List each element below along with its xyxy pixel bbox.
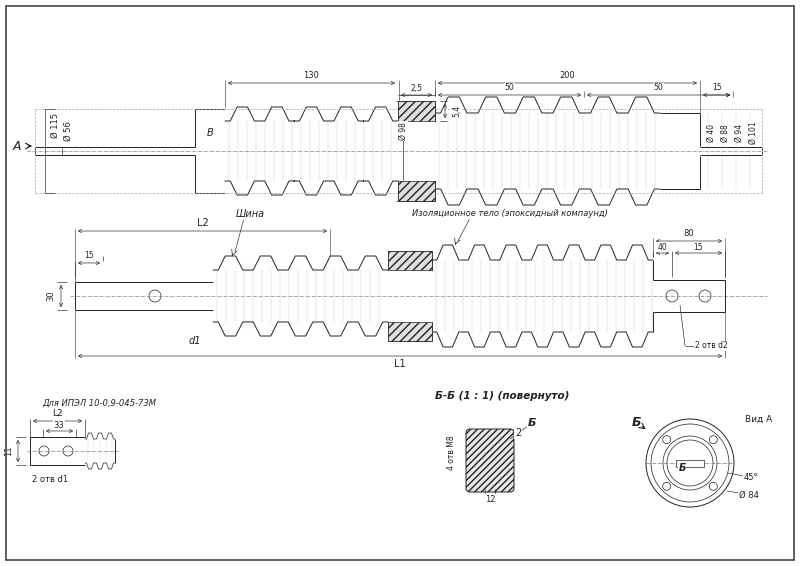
Text: 50: 50 — [654, 84, 663, 92]
Text: Ø 115: Ø 115 — [50, 114, 59, 139]
Text: A: A — [13, 139, 22, 152]
Text: 40: 40 — [658, 242, 667, 251]
Text: Б: Б — [528, 418, 536, 428]
Text: 33: 33 — [54, 421, 64, 430]
Circle shape — [662, 482, 670, 490]
Circle shape — [710, 436, 718, 444]
Circle shape — [710, 482, 718, 490]
Bar — [398, 101, 435, 121]
Text: d1: d1 — [189, 336, 202, 346]
FancyBboxPatch shape — [466, 429, 514, 492]
Circle shape — [477, 446, 503, 472]
Text: 80: 80 — [684, 229, 694, 238]
Text: 200: 200 — [560, 71, 575, 80]
Text: 11: 11 — [5, 446, 14, 456]
Text: L1: L1 — [394, 359, 406, 369]
Text: 5,4: 5,4 — [453, 105, 462, 117]
Text: Изоляционное тело (эпоксидный компаунд): Изоляционное тело (эпоксидный компаунд) — [412, 209, 608, 218]
Text: B: B — [206, 128, 214, 138]
Circle shape — [662, 436, 670, 444]
Text: Ø 101: Ø 101 — [749, 122, 758, 144]
Text: Ø 84: Ø 84 — [739, 491, 759, 500]
Bar — [388, 251, 432, 270]
Text: 2: 2 — [515, 428, 521, 438]
Text: 4 отв M8: 4 отв M8 — [447, 436, 457, 470]
Text: Б: Б — [631, 417, 641, 430]
Bar — [398, 181, 435, 201]
Text: Б-Б (1 : 1) (повернуто): Б-Б (1 : 1) (повернуто) — [435, 391, 570, 401]
Bar — [388, 322, 432, 341]
Text: L2: L2 — [197, 218, 208, 228]
Text: 45°: 45° — [744, 474, 758, 482]
Text: Ø 98: Ø 98 — [398, 122, 407, 140]
Text: Ø 56: Ø 56 — [63, 121, 73, 141]
Text: 30: 30 — [46, 291, 55, 301]
Text: 130: 130 — [303, 71, 319, 80]
Text: Ø 94: Ø 94 — [734, 124, 743, 142]
Text: Вид A: Вид A — [745, 414, 772, 423]
Text: 15: 15 — [694, 242, 703, 251]
Text: Ø 88: Ø 88 — [721, 124, 730, 142]
Text: 15: 15 — [712, 84, 722, 92]
Text: 2,5: 2,5 — [410, 84, 422, 92]
Text: 2 отв d1: 2 отв d1 — [32, 474, 68, 483]
Text: Для ИПЭЛ 10-0,9-045-73М: Для ИПЭЛ 10-0,9-045-73М — [42, 398, 156, 408]
Text: Б: Б — [678, 463, 686, 473]
Text: 50: 50 — [505, 84, 514, 92]
Bar — [676, 460, 704, 466]
Text: L2: L2 — [52, 409, 63, 418]
Text: Ø 40: Ø 40 — [706, 124, 715, 142]
Text: 2 отв d2: 2 отв d2 — [695, 341, 728, 350]
Text: Шина: Шина — [235, 209, 265, 219]
Text: 15: 15 — [84, 251, 94, 260]
Text: 12: 12 — [485, 495, 495, 504]
